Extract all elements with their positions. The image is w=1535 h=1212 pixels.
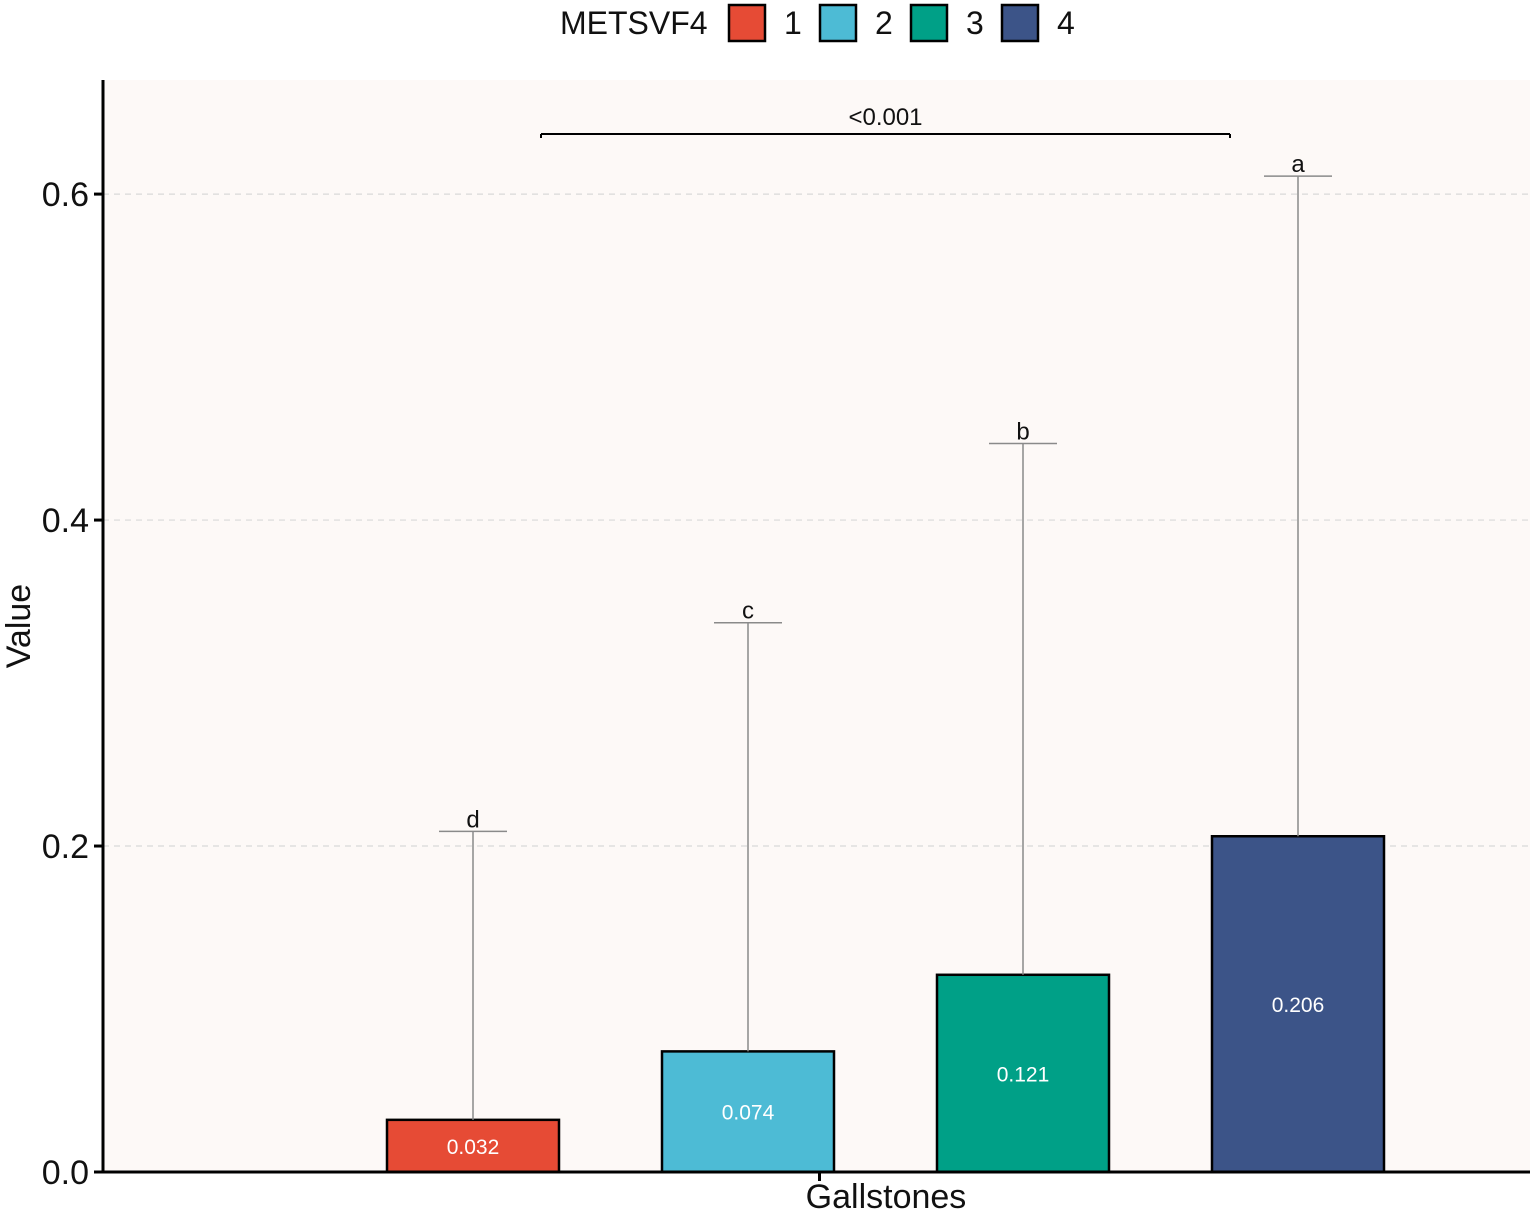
legend-label-3: 3 bbox=[966, 5, 984, 41]
legend-title: METSVF4 bbox=[560, 5, 708, 41]
significance-letter: d bbox=[466, 806, 479, 833]
p-value-label: <0.001 bbox=[848, 104, 922, 131]
legend-label-1: 1 bbox=[784, 5, 802, 41]
bar-value-label: 0.032 bbox=[447, 1136, 500, 1159]
significance-bracket: <0.001 bbox=[540, 104, 1231, 138]
legend-swatch-2 bbox=[818, 3, 858, 43]
legend-swatch-3 bbox=[909, 3, 949, 43]
significance-letter: a bbox=[1291, 151, 1305, 178]
bar-value-label: 0.206 bbox=[1272, 994, 1325, 1017]
error-bars: d c b a bbox=[439, 151, 1332, 1120]
legend: METSVF4 1 2 3 4 bbox=[560, 3, 1075, 43]
bar-value-label: 0.074 bbox=[722, 1102, 775, 1125]
bars: 0.032 0.074 0.121 0.206 bbox=[385, 835, 1386, 1174]
legend-swatch-4 bbox=[1000, 3, 1040, 43]
x-axis-title: Gallstones bbox=[806, 1178, 967, 1212]
bar-value-label: 0.121 bbox=[997, 1063, 1050, 1086]
y-tick-label: 0.2 bbox=[42, 828, 89, 866]
y-axis-title: Value bbox=[0, 584, 38, 668]
significance-letter: c bbox=[742, 598, 754, 625]
y-tick-label: 0.6 bbox=[42, 176, 89, 214]
legend-label-4: 4 bbox=[1057, 5, 1075, 41]
legend-swatch-1 bbox=[727, 3, 767, 43]
y-tick-label: 0.0 bbox=[42, 1154, 89, 1192]
significance-letter: b bbox=[1016, 418, 1029, 445]
axes: 0.0 0.2 0.4 0.6 bbox=[42, 80, 1530, 1192]
legend-label-2: 2 bbox=[875, 5, 893, 41]
bar-series-1 bbox=[385, 1118, 561, 1174]
y-tick-label: 0.4 bbox=[42, 502, 89, 540]
